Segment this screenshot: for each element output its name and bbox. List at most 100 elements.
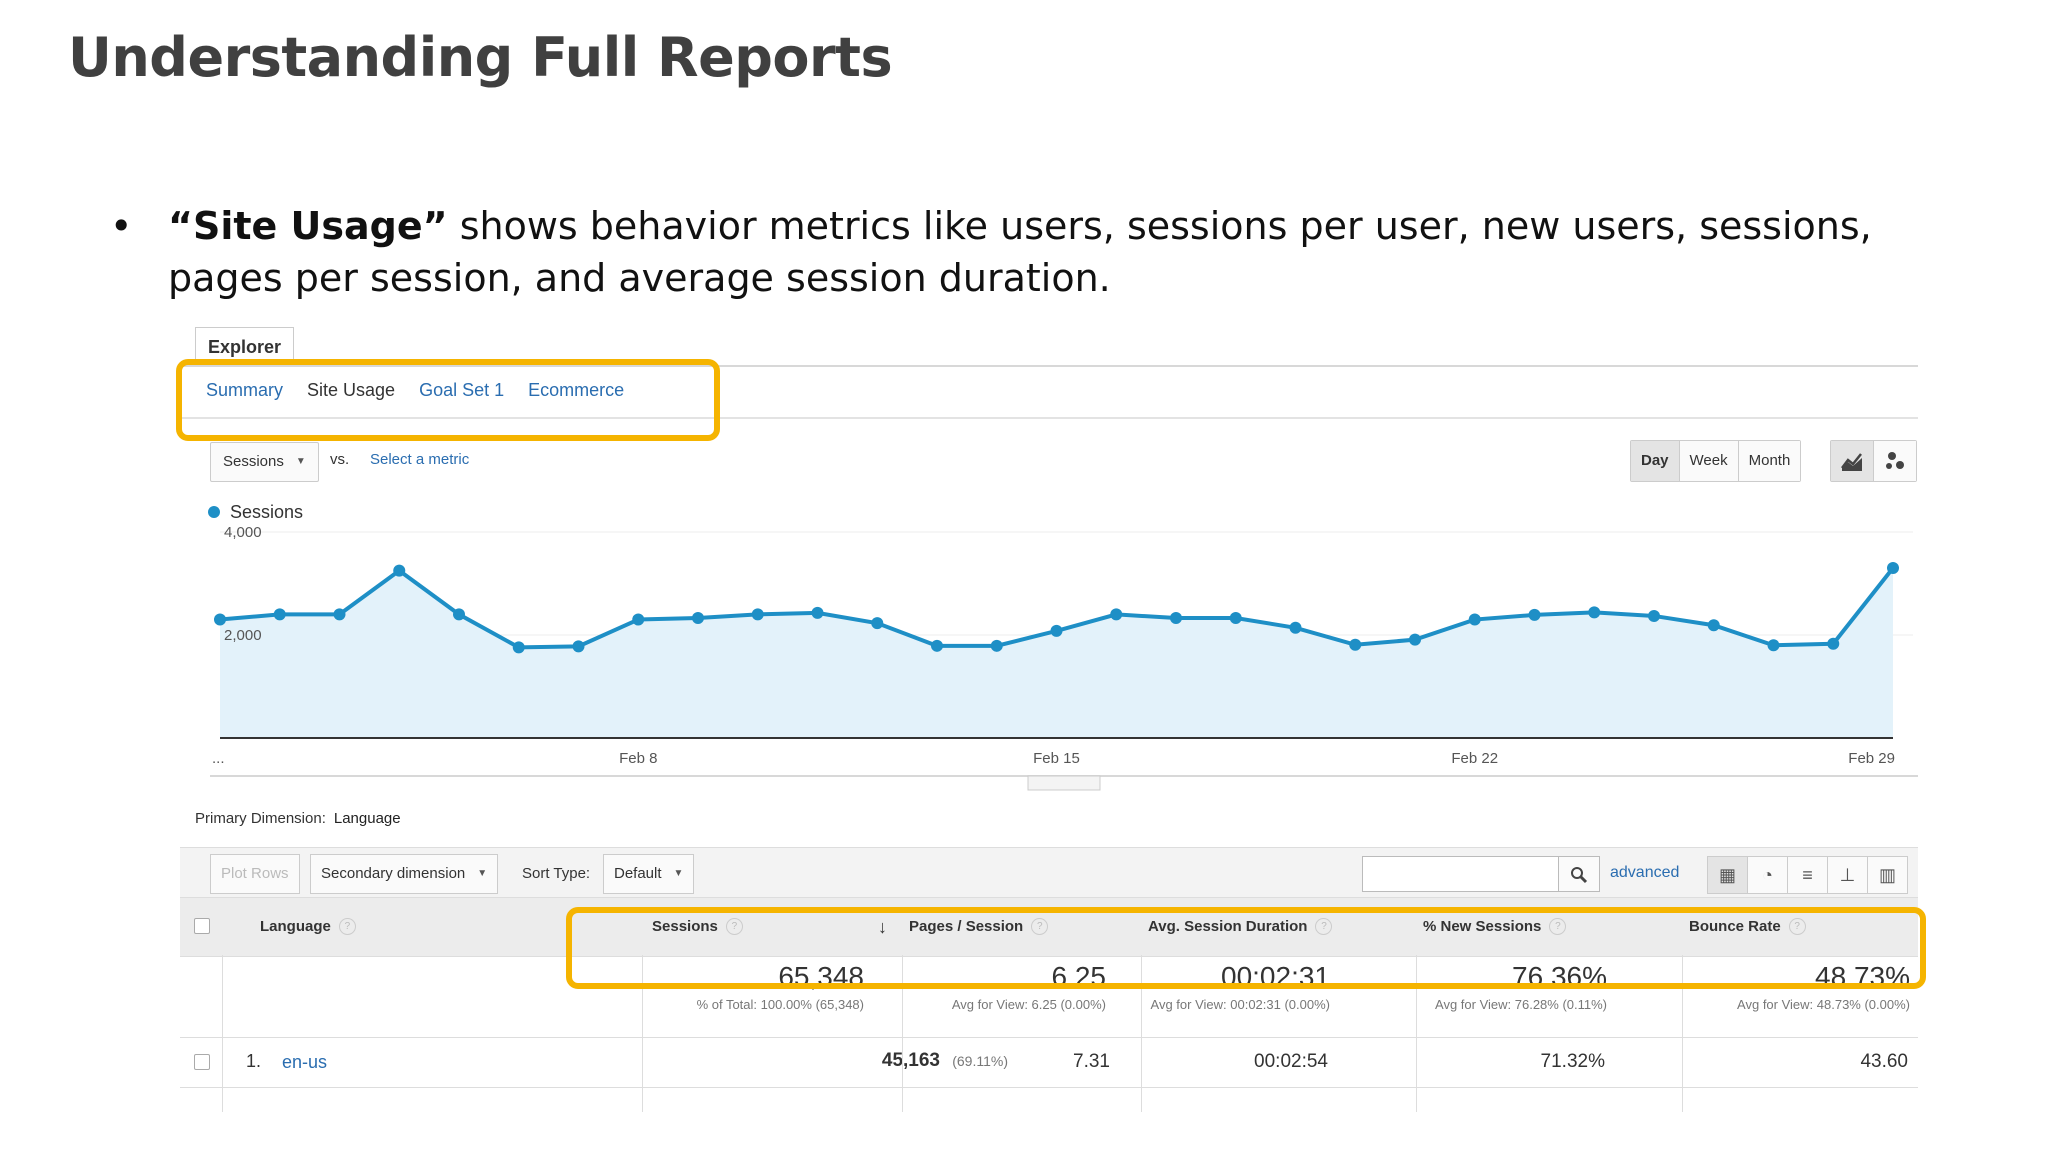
data-point-2 [273, 608, 286, 621]
data-point-25 [1648, 609, 1660, 622]
primary-dimension: Primary Dimension: Language [195, 810, 401, 827]
data-point-21 [1409, 633, 1421, 646]
header-bounce-rate[interactable]: Bounce Rate? [1689, 898, 1806, 956]
analytics-screenshot: Explorer Summary Site Usage Goal Set 1 E… [176, 322, 1926, 1112]
data-point-29 [1887, 562, 1899, 575]
data-point-17 [1170, 612, 1182, 625]
help-icon[interactable]: ? [1315, 918, 1333, 935]
data-point-4 [393, 564, 406, 577]
y-tick-label: 2,000 [224, 627, 262, 644]
primary-dimension-value[interactable]: Language [333, 810, 401, 827]
subtab-ecommerce[interactable]: Ecommerce [528, 380, 625, 400]
line-chart-icon[interactable] [1831, 441, 1874, 481]
data-point-11 [811, 606, 824, 619]
data-point-26 [1707, 619, 1720, 632]
total-pages-sub: Avg for View: 6.25 (0.00%) [951, 997, 1106, 1012]
header-pages-session-label: Pages / Session [909, 918, 1024, 935]
legend-label: Sessions [230, 502, 304, 522]
data-point-6 [512, 641, 525, 654]
total-duration-sub: Avg for View: 00:02:31 (0.00%) [1150, 997, 1330, 1012]
row-bounce-rate: 43.60 [1860, 1051, 1908, 1072]
week-button[interactable]: Week [1679, 441, 1739, 481]
subtabs-highlight [176, 359, 720, 441]
sort-type-select[interactable]: Default ▼ [603, 854, 695, 894]
row-sessions: 45,163 [881, 1050, 940, 1071]
help-icon[interactable]: ? [1788, 918, 1806, 935]
motion-chart-icon[interactable] [1874, 441, 1916, 481]
help-icon[interactable]: ? [338, 918, 356, 935]
x-tick-label: Feb 22 [1451, 750, 1498, 767]
vs-label: vs. [330, 451, 350, 468]
data-point-10 [751, 608, 764, 621]
header-pages-session[interactable]: Pages / Session? [909, 898, 1049, 956]
table-search-input[interactable] [1362, 856, 1560, 892]
data-table-icon[interactable]: ▦ [1708, 857, 1748, 893]
row-pages-session: 7.31 [1073, 1051, 1110, 1072]
header-sessions-label: Sessions [652, 918, 718, 935]
plot-rows-button[interactable]: Plot Rows [210, 854, 300, 894]
x-tick-label: Feb 15 [1033, 750, 1080, 767]
data-point-16 [1110, 608, 1123, 621]
column-divider [1416, 955, 1417, 1112]
table-view-icons: ▦ ◔ ≡ ⊥ ▥ [1707, 856, 1908, 894]
sessions-chart: 4,000 2,000... Feb 8 Feb 15 Feb 22 Feb 29 [210, 524, 1918, 791]
header-sessions[interactable]: Sessions? [652, 898, 743, 956]
x-tick-label: ... [212, 750, 225, 767]
data-point-28 [1827, 637, 1840, 650]
row-avg-duration: 00:02:54 [1254, 1051, 1328, 1072]
column-divider [1141, 955, 1142, 1112]
secondary-dimension-select[interactable]: Secondary dimension ▼ [310, 854, 499, 894]
pie-chart-icon[interactable]: ◔ [1748, 857, 1788, 893]
help-icon[interactable]: ? [1031, 918, 1049, 935]
subtab-site-usage[interactable]: Site Usage [307, 380, 396, 400]
slide-title: Understanding Full Reports [68, 26, 893, 89]
column-divider [642, 955, 643, 1112]
series-color-dot [208, 506, 220, 518]
chart-resize-handle [1027, 775, 1101, 791]
bullet-description: shows behavior metrics like users, sessi… [168, 204, 1872, 300]
data-point-1 [214, 613, 226, 626]
header-language[interactable]: Language? [260, 898, 356, 956]
header-new-sessions[interactable]: % New Sessions? [1423, 898, 1567, 956]
bullet-text: “Site Usage” shows behavior metrics like… [168, 200, 1910, 304]
data-point-18 [1229, 612, 1242, 625]
month-button[interactable]: Month [1738, 441, 1801, 481]
data-point-7 [572, 640, 585, 653]
x-tick-label: Feb 8 [619, 750, 657, 767]
search-icon[interactable] [1558, 856, 1600, 892]
sort-descending-icon[interactable]: ↓ [878, 917, 887, 937]
column-divider [1682, 955, 1683, 1112]
column-divider [222, 955, 223, 1112]
y-tick-label: 4,000 [224, 524, 262, 541]
subtab-divider [180, 417, 1918, 419]
header-avg-session-duration[interactable]: Avg. Session Duration? [1148, 898, 1333, 956]
row-language-link[interactable]: en-us [282, 1052, 328, 1072]
data-point-27 [1767, 639, 1780, 652]
data-point-9 [692, 612, 704, 625]
help-icon[interactable]: ? [1549, 918, 1567, 935]
data-point-24 [1588, 606, 1601, 619]
data-point-23 [1528, 608, 1541, 621]
data-point-13 [931, 639, 943, 652]
x-tick-label: Feb 29 [1848, 750, 1895, 767]
row-checkbox[interactable] [194, 1054, 210, 1070]
sort-type-label: Sort Type: [522, 865, 591, 882]
row-index: 1. [246, 1051, 262, 1071]
help-icon[interactable]: ? [725, 918, 743, 935]
advanced-link[interactable]: advanced [1610, 864, 1680, 881]
bullet-point: • “Site Usage” shows behavior metrics li… [110, 200, 1910, 304]
pivot-icon[interactable]: ▥ [1868, 857, 1907, 893]
chevron-down-icon: ▼ [295, 456, 306, 467]
subtab-goal-set-1[interactable]: Goal Set 1 [419, 380, 505, 400]
metrics-header-highlight [566, 907, 1926, 989]
comparison-icon[interactable]: ⊥ [1828, 857, 1868, 893]
data-point-5 [453, 608, 465, 621]
select-metric-link[interactable]: Select a metric [370, 451, 470, 468]
metric-select[interactable]: Sessions ▼ [210, 442, 319, 482]
select-all-checkbox[interactable] [194, 918, 210, 934]
day-button[interactable]: Day [1631, 441, 1680, 481]
data-point-15 [1050, 624, 1063, 637]
data-point-8 [632, 613, 645, 626]
performance-bar-icon[interactable]: ≡ [1788, 857, 1828, 893]
subtab-summary[interactable]: Summary [206, 380, 284, 400]
